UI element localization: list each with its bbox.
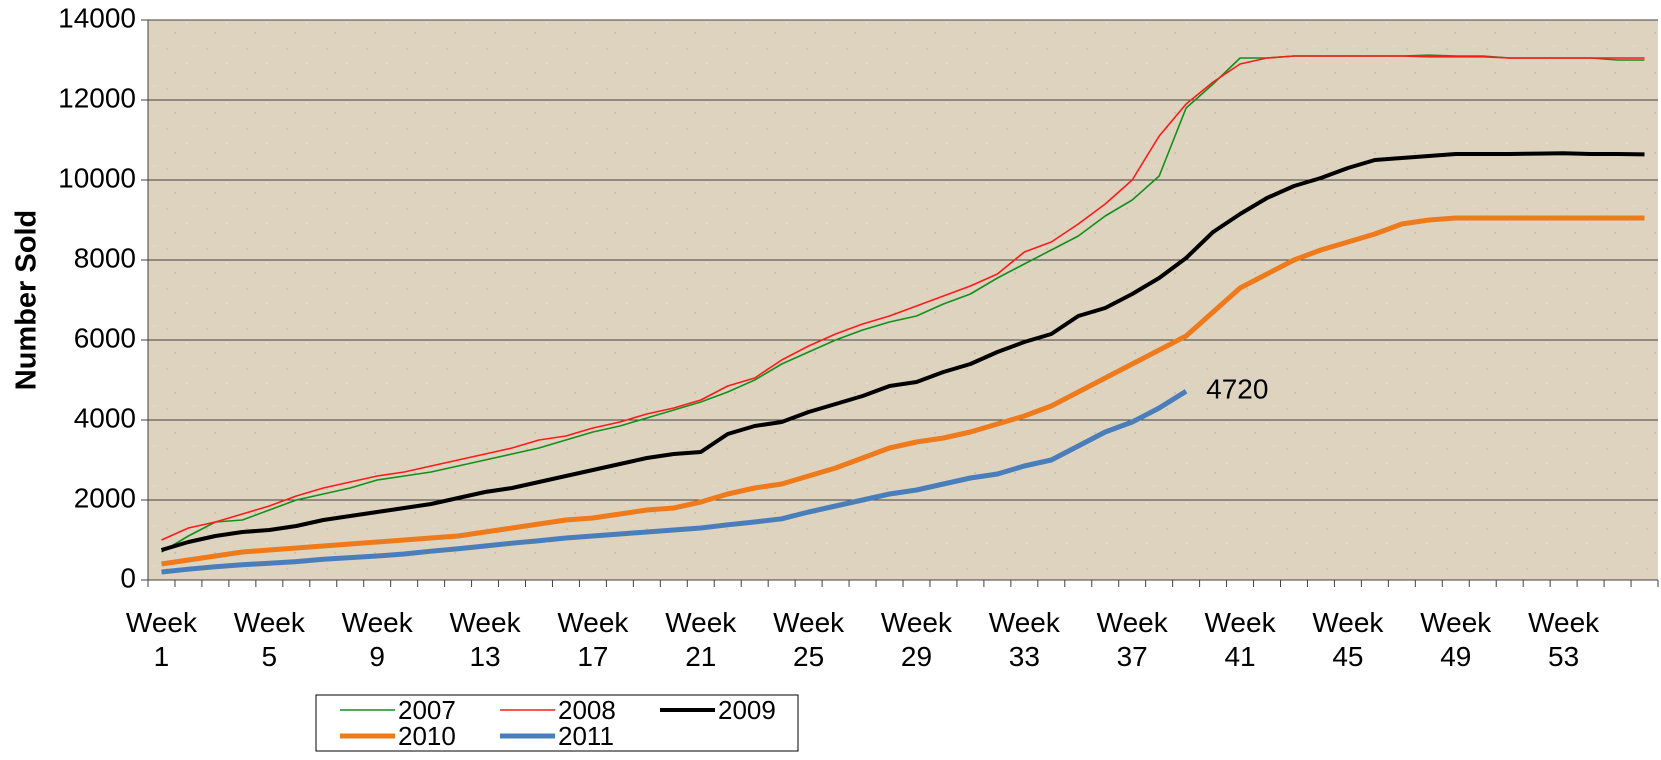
x-tick-label-box: Week 21 — [665, 607, 737, 672]
x-tick-label: Week 9 — [341, 607, 413, 672]
x-tick-label-box: Week 53 — [1528, 607, 1600, 672]
x-tick-label-box: Week 45 — [1312, 607, 1384, 672]
x-tick-label-box: Week 37 — [1096, 607, 1168, 672]
y-tick-label: 2000 — [74, 482, 136, 513]
legend-label: 2009 — [718, 695, 776, 725]
x-tick-label: Week 49 — [1420, 607, 1492, 672]
legend-label: 2008 — [558, 695, 616, 725]
y-tick-label: 0 — [120, 562, 136, 593]
x-tick-label: Week 1 — [125, 607, 197, 672]
legend-label: 2007 — [398, 695, 456, 725]
x-tick-label: Week 5 — [233, 607, 305, 672]
x-tick-label-box: Week 17 — [557, 607, 629, 672]
x-tick-label-box: Week 13 — [449, 607, 521, 672]
x-tick-label: Week 33 — [988, 607, 1060, 672]
x-tick-label: Week 13 — [449, 607, 521, 672]
y-tick-label: 12000 — [58, 82, 136, 113]
x-tick-label-box: Week 5 — [233, 607, 305, 672]
x-tick-label-box: Week 29 — [880, 607, 952, 672]
y-tick-label: 6000 — [74, 322, 136, 353]
x-tick-label-box: Week 33 — [988, 607, 1060, 672]
series-line — [161, 389, 1188, 575]
legend-box — [315, 694, 799, 752]
legend-label: 2010 — [398, 721, 456, 751]
x-tick-label-box: Week 1 — [125, 607, 197, 672]
series-line — [161, 215, 1645, 567]
x-tick-label: Week 25 — [773, 607, 845, 672]
y-tick-label: 10000 — [58, 162, 136, 193]
plot-area — [148, 20, 1658, 580]
y-tick-label: 14000 — [58, 2, 136, 33]
x-tick-label: Week 53 — [1528, 607, 1600, 672]
x-tick-label-box: Week 9 — [341, 607, 413, 672]
x-tick-label: Week 37 — [1096, 607, 1168, 672]
x-tick-label-box: Week 49 — [1420, 607, 1492, 672]
series-line — [161, 55, 1645, 541]
series-line — [160, 151, 1645, 552]
y-tick-label: 8000 — [74, 242, 136, 273]
legend: 2007 2008 2009 2010 2011 — [315, 694, 799, 752]
x-tick-label-box: Week 25 — [773, 607, 845, 672]
data-label: 4720 — [1206, 374, 1268, 405]
x-tick-label: Week 21 — [665, 607, 737, 672]
x-tick-label-box: Week 41 — [1204, 607, 1276, 672]
x-tick-label: Week 17 — [557, 607, 629, 672]
x-tick-label: Week 41 — [1204, 607, 1276, 672]
x-tick-label: Week 29 — [880, 607, 952, 672]
y-tick-label: 4000 — [74, 402, 136, 433]
y-axis-label: Number Sold — [11, 210, 43, 390]
x-tick-label: Week 45 — [1312, 607, 1384, 672]
legend-label: 2011 — [558, 721, 614, 751]
